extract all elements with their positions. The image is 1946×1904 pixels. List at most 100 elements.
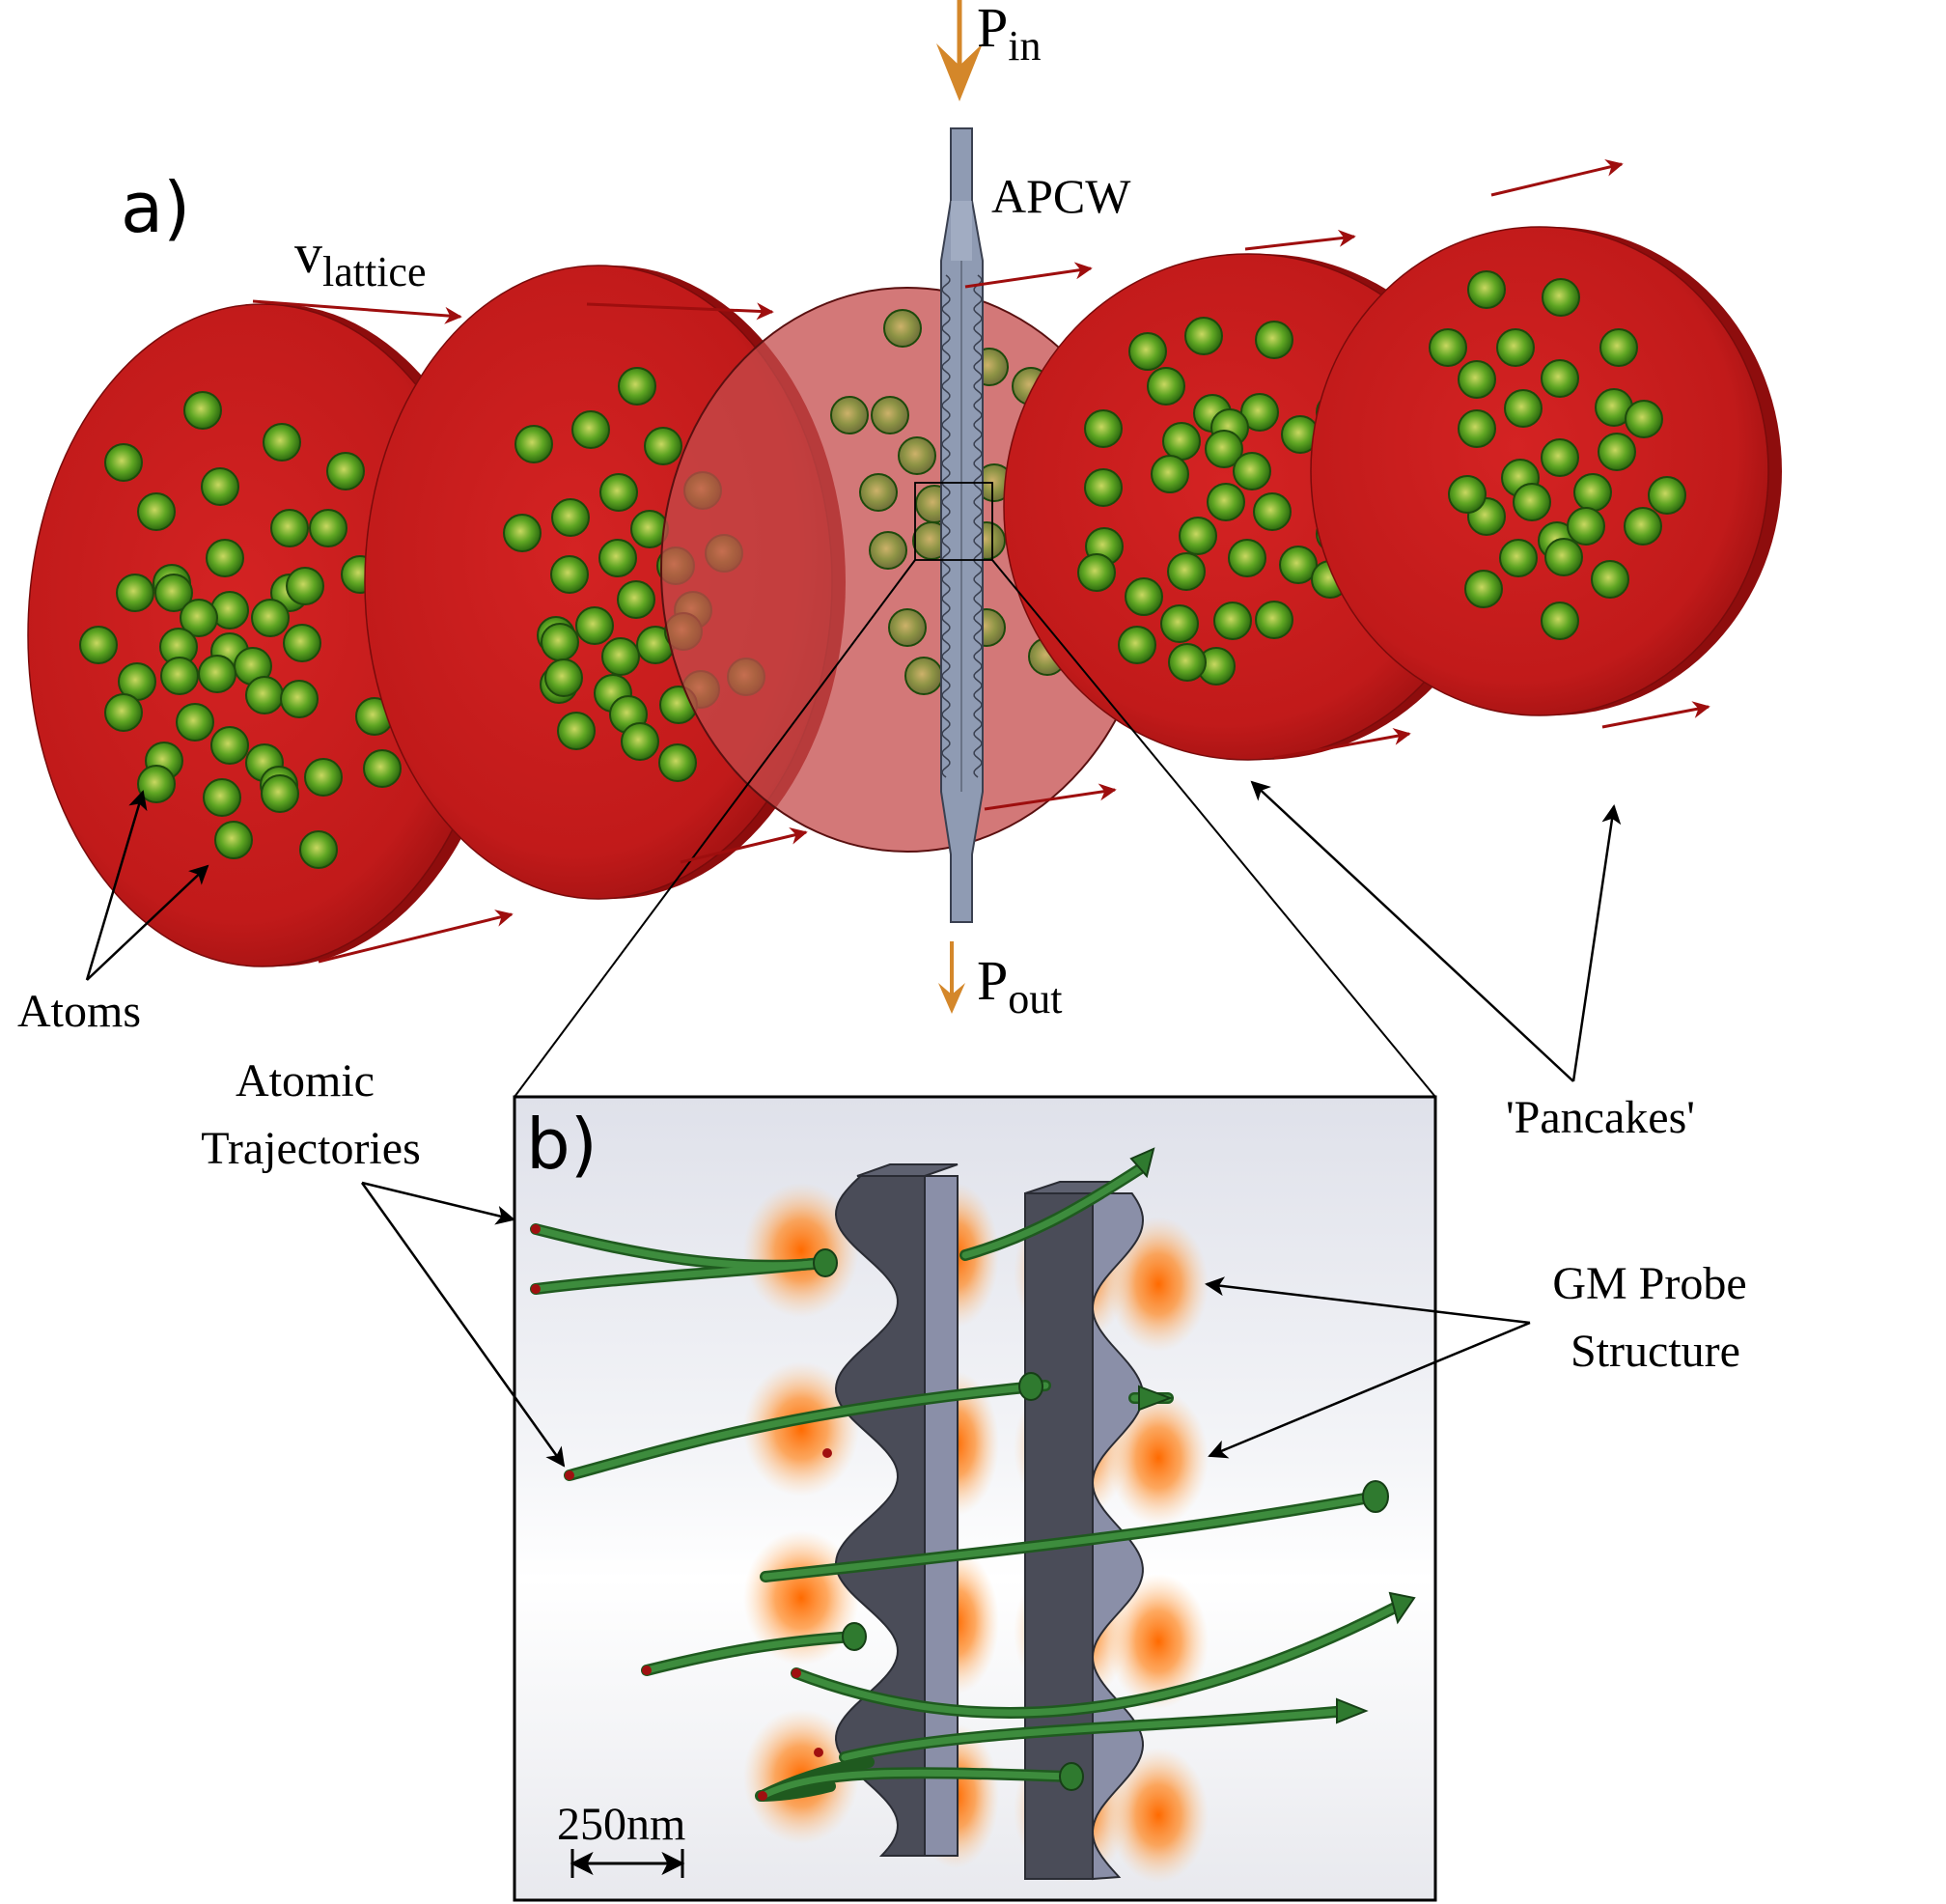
p-out-sub: out [1008, 975, 1062, 1022]
atom-sphere-icon [541, 623, 579, 661]
atom-sphere-icon [1084, 468, 1123, 507]
atom-sphere-icon [621, 722, 659, 761]
atom-sphere-icon [1625, 400, 1663, 438]
p-in-base: P [977, 0, 1008, 59]
p-in-label: Pin [977, 0, 1042, 70]
atom-sphere-icon [304, 758, 343, 797]
atom-sphere-icon [830, 396, 869, 434]
atom-sphere-icon [1253, 492, 1292, 531]
atomic-trajectories [530, 1147, 1416, 1802]
zoom-line-left [514, 559, 916, 1098]
atom-sphere-icon [1160, 604, 1199, 643]
scale-bar-label: 250nm [557, 1799, 685, 1850]
evanescent-field-glow [1108, 1390, 1209, 1526]
atom-sphere-icon [183, 391, 222, 430]
atom-sphere-icon [1147, 367, 1185, 406]
atom-sphere-icon [245, 676, 284, 714]
atom-sphere-icon [1184, 317, 1223, 355]
velocity-arrows [252, 158, 1710, 964]
atom-sphere-icon [1429, 328, 1467, 367]
atom-sphere-icon [280, 680, 319, 718]
gm-probe-line2: Structure [1571, 1326, 1740, 1377]
atom-sphere-icon [201, 467, 239, 506]
atom-sphere-icon [503, 514, 542, 552]
atom-sphere-icon [154, 574, 193, 612]
atom-sphere-icon [898, 436, 936, 475]
atom-sphere-icon [557, 712, 596, 750]
atom-sphere-icon [203, 778, 241, 817]
panel-b-label: b) [526, 1104, 598, 1185]
waveguide-beam-left [834, 1163, 959, 1857]
power-arrows [936, 0, 983, 1014]
atoms-label: Atoms [17, 986, 141, 1037]
atom-sphere-icon [1162, 422, 1201, 461]
atom-sphere-icon [1077, 553, 1116, 592]
atom-sphere-icon [1467, 270, 1506, 309]
panel-a-label: a) [121, 167, 190, 248]
atom-sphere-icon [1125, 577, 1163, 616]
atom-sphere-icon [883, 309, 922, 348]
pancakes-pointer-arrows [1250, 780, 1622, 1082]
evanescent-field-glow [1108, 1217, 1209, 1352]
atom-sphere-icon [544, 658, 583, 697]
atom-sphere-icon [1228, 539, 1266, 577]
atom-sphere-icon [1167, 552, 1206, 591]
v-lattice-base: v [294, 222, 322, 285]
panel-b-content [530, 1147, 1416, 1883]
p-out-base: P [977, 949, 1008, 1012]
atom-sphere-icon [1513, 483, 1551, 521]
atom-sphere-icon [1255, 601, 1293, 639]
atom-sphere-icon [1118, 626, 1156, 664]
gm-probe-label: GM Probe Structure [1552, 1258, 1758, 1377]
atom-sphere-icon [514, 425, 553, 463]
atom-sphere-icon [176, 703, 214, 742]
atom-sphere-icon [1168, 643, 1207, 682]
atom-sphere-icon [104, 443, 143, 482]
atom-sphere-icon [198, 655, 236, 693]
apcw-label: APCW [991, 169, 1131, 223]
atom-sphere-icon [1084, 409, 1123, 448]
zoom-line-right [991, 559, 1436, 1098]
atom-sphere-icon [575, 606, 614, 645]
pancakes-layer [27, 226, 1782, 967]
atom-sphere-icon [1542, 278, 1580, 317]
atom-sphere-icon [137, 765, 176, 803]
atom-sphere-icon [1233, 452, 1271, 490]
atom-sphere-icon [299, 830, 338, 869]
atom-sphere-icon [1213, 602, 1252, 640]
atom-sphere-icon [206, 539, 244, 577]
atom-sphere-icon [1255, 321, 1293, 359]
scale-bar [570, 1849, 685, 1878]
atom-sphere-icon [261, 774, 299, 813]
atoms-pointer-arrows [85, 790, 209, 981]
atom-sphere-icon [214, 821, 253, 859]
v-lattice-sub: lattice [322, 248, 427, 295]
atom-sphere-icon [598, 539, 637, 577]
atom-sphere-icon [1207, 483, 1245, 521]
atom-sphere-icon [599, 473, 638, 512]
evanescent-field-glow [743, 1361, 859, 1497]
atom-sphere-icon [104, 693, 143, 732]
atom-sphere-icon [1448, 475, 1487, 514]
apcw-waveguide [914, 127, 993, 923]
atom-sphere-icon [601, 637, 640, 676]
atom-sphere-icon [1544, 538, 1583, 576]
trajectories-pointer-arrows [360, 1181, 566, 1468]
atom-sphere-icon [283, 624, 321, 662]
atom-sphere-icon [210, 726, 249, 765]
atom-sphere-icon [869, 531, 907, 570]
atom-sphere-icon [116, 574, 154, 612]
atom-sphere-icon [79, 626, 118, 664]
pancakes-label: 'Pancakes' [1506, 1092, 1695, 1143]
atom-sphere-icon [270, 509, 309, 547]
atom-sphere-icon [1496, 328, 1535, 367]
atom-sphere-icon [1205, 430, 1243, 468]
atom-sphere-icon [1541, 359, 1579, 398]
atom-sphere-icon [1648, 476, 1686, 515]
atom-sphere-icon [363, 749, 402, 788]
p-out-label: Pout [977, 949, 1063, 1022]
atom-sphere-icon [326, 452, 365, 490]
atom-sphere-icon [904, 657, 943, 695]
atom-sphere-icon [1504, 389, 1543, 428]
